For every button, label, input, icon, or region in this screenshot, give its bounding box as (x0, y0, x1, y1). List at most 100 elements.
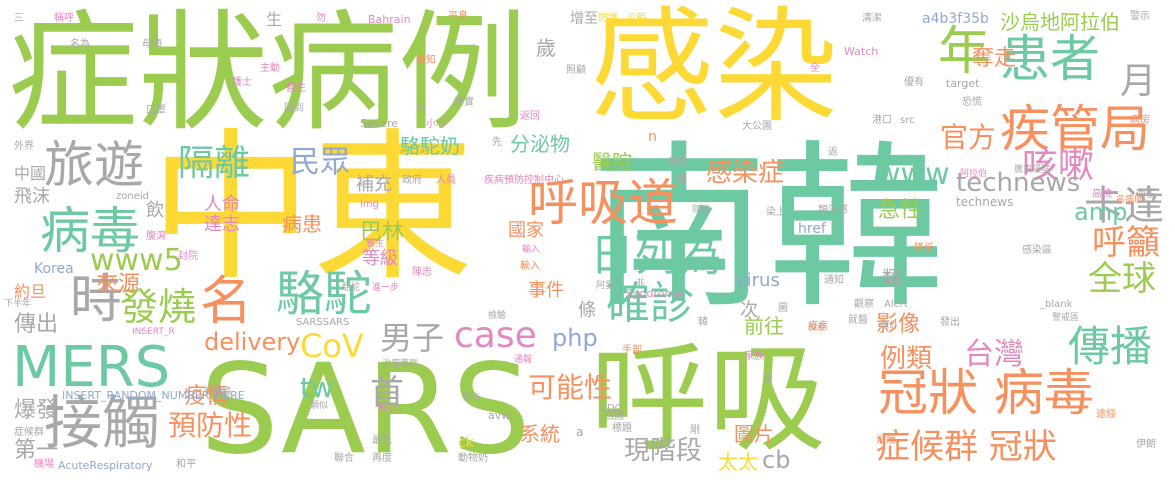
word-guancha: 觀察 (854, 299, 874, 310)
word-rilie: 日列為 (590, 230, 722, 281)
word-shifan: 示範 (626, 13, 646, 24)
word-quanqiu: 全球 (1088, 259, 1156, 299)
word-cov: CoV (300, 327, 364, 365)
word-ganranqu: 感染區 (1022, 245, 1052, 256)
word-jichang: 機場 (34, 459, 54, 470)
word-src: src (900, 115, 915, 126)
word-tw: tw (300, 371, 334, 404)
word-huidao: 回到 (284, 103, 304, 114)
word-chenghu: 稱呼 (54, 13, 74, 24)
word-yuedan: 約旦 (14, 282, 47, 301)
word-suichu: 隨處 (692, 205, 711, 215)
word-fanhui: 返回 (520, 111, 540, 122)
word-muxu: 母須 (142, 39, 162, 50)
word-alert: Alert (884, 299, 908, 310)
word-kenengxing: 可能性 (528, 371, 613, 404)
word-shatediyalabo: 沙烏地阿拉伯 (1000, 10, 1120, 34)
word-zhudong: 主動 (260, 63, 280, 74)
word-zengzhi: 增至 (570, 11, 598, 27)
word-huyu: 呼籲 (1092, 223, 1160, 263)
word-balin: 巴林 (360, 220, 405, 245)
word-dazhi: 達志 (204, 214, 240, 235)
word-php: php (552, 324, 598, 352)
word-guojia: 國家 (508, 220, 544, 241)
word-lianhe: 聯合 (334, 453, 354, 464)
word-yibing: 疫病 (808, 321, 828, 332)
word-san: 三 (14, 13, 24, 24)
word-yangsheng: 養生 (366, 239, 385, 249)
word-weisheng: 衛生 (1136, 189, 1156, 200)
word-chuanchu: 傳出 (14, 312, 59, 337)
word-blank: _blank (1040, 299, 1073, 310)
word-shuru-2: 輸入 (522, 245, 541, 255)
word-a4b3f35b: a4b3f35b (922, 11, 989, 27)
word-laiyuan: 來源 (96, 272, 141, 297)
word-ming: 名 (200, 272, 253, 332)
word-kesou: 咳嗽 (1022, 145, 1095, 186)
word-sui: 歲 (536, 36, 556, 60)
word-han: 韓 (698, 317, 708, 328)
word-sars: SARS (200, 338, 531, 482)
word-insert-r: INSERT_R (132, 327, 175, 337)
word-shoubu: 手部 (622, 345, 642, 356)
word-leisi: 類似 (310, 401, 329, 411)
word-avw: avw (488, 409, 511, 422)
word-fachu: 發出 (940, 317, 960, 328)
word-yilang: 伊朗 (1136, 439, 1156, 450)
word-zhongguo: 中國 (14, 164, 47, 183)
word-kada: 卡達 (1084, 183, 1164, 229)
word-yin: 飲 (146, 200, 164, 221)
word-alabo: 阿拉伯 (960, 169, 988, 179)
word-jingshi: 警示 (1130, 11, 1150, 22)
word-shou: 首 (370, 373, 404, 413)
word-kouzhao: 口罩 (146, 105, 166, 116)
word-qianwang: 前往 (744, 314, 784, 338)
word-xinwengao: 新聞稿 (204, 387, 232, 397)
word-diyi: 第一 (14, 438, 59, 463)
word-huxidao: 呼吸道 (528, 174, 678, 232)
word-zhenghouqun-small: 症候群 (14, 427, 44, 438)
word-tongbao: 通報 (514, 355, 533, 365)
word-virus: virus (736, 270, 780, 291)
word-huxi: 呼吸 (590, 330, 827, 468)
word-guanfang: 官方 (940, 121, 997, 154)
word-chang: 場 (676, 175, 686, 186)
word-n: n (648, 129, 657, 145)
word-fei: 非 (636, 279, 646, 289)
word-zhengshi: 證實 (454, 97, 474, 108)
word-target: target (946, 77, 980, 90)
word-sarssars: SARSSARS (296, 317, 350, 328)
word-xitong: 系統 (520, 422, 560, 446)
word-korea: Korea (34, 261, 74, 277)
word-gang: 剛 (690, 425, 700, 436)
word-daishang: 戴上 (378, 403, 397, 413)
word-jiuyi: 就醫 (848, 315, 868, 326)
word-xiabannian: 下半年 (4, 299, 32, 309)
word-acuterespiratory: AcuteRespiratory (58, 459, 153, 472)
word-jiangdi: 降低 (914, 243, 934, 254)
word-wu: 勿 (316, 13, 326, 24)
word-shi: 時 (70, 270, 123, 330)
word-dagongyuan: 大公園 (742, 121, 772, 132)
word-xian: 先 (492, 137, 502, 148)
word-nanxing: 男性 (668, 157, 688, 168)
word-bingdu: 病毒 (40, 202, 140, 260)
word-a: a (576, 425, 584, 439)
word-luotuo-small: 駱駝 (342, 283, 361, 293)
word-nanhan: 南韓 (590, 125, 946, 332)
word-leiliugan: 類流感 (818, 205, 848, 216)
word-fenmiwu: 分泌物 (510, 132, 570, 156)
word-tongzhi: 通知 (824, 275, 844, 286)
word-gaoshao: 高燒 (1092, 189, 1112, 200)
word-amp: amp (1074, 198, 1128, 226)
word-zhenghouqun-guanzhuang: 症候群 冠狀 (876, 427, 1057, 467)
word-zoneid: zoneid (116, 191, 149, 202)
word-jingjiequ: 警戒區 (1052, 313, 1080, 323)
word-ganranzheng: 感染症 (706, 158, 785, 188)
word-ranshang: 染上 (766, 207, 786, 218)
word-buchong: 補充 (356, 174, 392, 195)
word-fan: 返 (828, 147, 838, 158)
word-delivery: delivery (204, 328, 301, 356)
word-qingjie: 清潔 (862, 13, 882, 24)
word-zhaogu: 照顧 (566, 65, 586, 76)
